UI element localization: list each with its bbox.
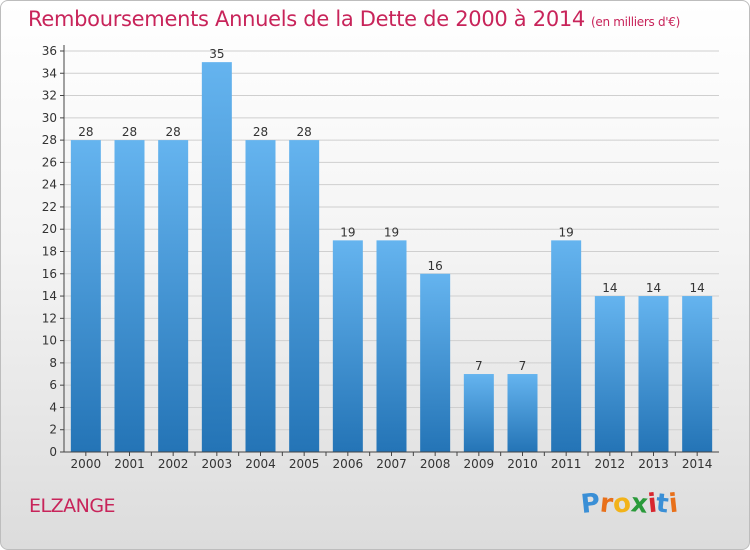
- value-label-2005: 28: [297, 125, 312, 139]
- bars: [70, 62, 713, 453]
- y-tick-label: 20: [42, 222, 57, 236]
- bar-2013: [638, 296, 669, 452]
- y-tick-label: 32: [42, 89, 57, 103]
- y-tick-label: 4: [49, 400, 57, 414]
- x-tick-label-2009: 2009: [464, 457, 495, 471]
- value-label-2004: 28: [253, 125, 268, 139]
- value-label-2001: 28: [122, 125, 137, 139]
- bar-2000: [70, 140, 101, 452]
- bar-2008: [420, 273, 451, 452]
- x-tick-label-2001: 2001: [114, 457, 145, 471]
- y-tick-label: 2: [49, 423, 57, 437]
- bar-2010: [507, 374, 538, 452]
- bar-2002: [158, 140, 189, 452]
- x-tick-label-2000: 2000: [71, 457, 102, 471]
- bar-2003: [201, 62, 232, 453]
- bar-2001: [114, 140, 145, 452]
- y-tick-label: 24: [42, 178, 57, 192]
- x-tick-label-2004: 2004: [245, 457, 276, 471]
- labels: 0246810121416182022242628303234362820002…: [42, 44, 713, 471]
- x-tick-label-2005: 2005: [289, 457, 320, 471]
- value-label-2006: 19: [340, 225, 355, 239]
- x-tick-label-2012: 2012: [595, 457, 626, 471]
- x-tick-label-2007: 2007: [376, 457, 407, 471]
- chart-title: Remboursements Annuels de la Dette de 20…: [28, 7, 680, 31]
- bar-2011: [551, 240, 582, 452]
- y-tick-label: 26: [42, 155, 57, 169]
- bar-2007: [376, 240, 407, 452]
- x-tick-label-2014: 2014: [682, 457, 713, 471]
- axes: [60, 45, 719, 456]
- y-tick-label: 14: [42, 289, 57, 303]
- y-tick-label: 18: [42, 245, 57, 259]
- value-label-2014: 14: [690, 281, 705, 295]
- x-tick-label-2003: 2003: [202, 457, 233, 471]
- bar-2006: [332, 240, 363, 452]
- y-tick-label: 22: [42, 200, 57, 214]
- bar-2009: [463, 374, 494, 452]
- town-name: ELZANGE: [29, 495, 116, 517]
- value-label-2013: 14: [646, 281, 661, 295]
- x-tick-label-2008: 2008: [420, 457, 451, 471]
- chart-subtitle: (en milliers d'€): [591, 15, 681, 29]
- proxiti-logo: Proxiti: [579, 488, 680, 520]
- value-label-2007: 19: [384, 225, 399, 239]
- logo-letter: i: [667, 488, 680, 520]
- value-label-2009: 7: [475, 359, 483, 373]
- y-tick-label: 6: [49, 378, 57, 392]
- x-tick-label-2002: 2002: [158, 457, 189, 471]
- value-label-2011: 19: [559, 225, 574, 239]
- y-tick-label: 0: [49, 445, 57, 459]
- x-tick-label-2011: 2011: [551, 457, 582, 471]
- x-tick-label-2010: 2010: [507, 457, 538, 471]
- value-label-2000: 28: [78, 125, 93, 139]
- y-tick-label: 10: [42, 334, 57, 348]
- y-tick-label: 16: [42, 267, 57, 281]
- y-tick-label: 12: [42, 311, 57, 325]
- x-tick-label-2013: 2013: [638, 457, 669, 471]
- x-tick-label-2006: 2006: [333, 457, 364, 471]
- bar-2014: [682, 296, 713, 452]
- value-label-2010: 7: [519, 359, 527, 373]
- y-tick-label: 8: [49, 356, 57, 370]
- chart-title-text: Remboursements Annuels de la Dette de 20…: [28, 7, 585, 31]
- value-label-2003: 35: [209, 47, 224, 61]
- bar-2004: [245, 140, 276, 452]
- y-tick-label: 36: [42, 44, 57, 58]
- y-tick-label: 28: [42, 133, 57, 147]
- y-tick-label: 34: [42, 66, 57, 80]
- value-label-2002: 28: [166, 125, 181, 139]
- value-label-2012: 14: [602, 281, 617, 295]
- y-tick-label: 30: [42, 111, 57, 125]
- bar-2012: [594, 296, 625, 452]
- bar-2005: [289, 140, 320, 452]
- value-label-2008: 16: [428, 259, 443, 273]
